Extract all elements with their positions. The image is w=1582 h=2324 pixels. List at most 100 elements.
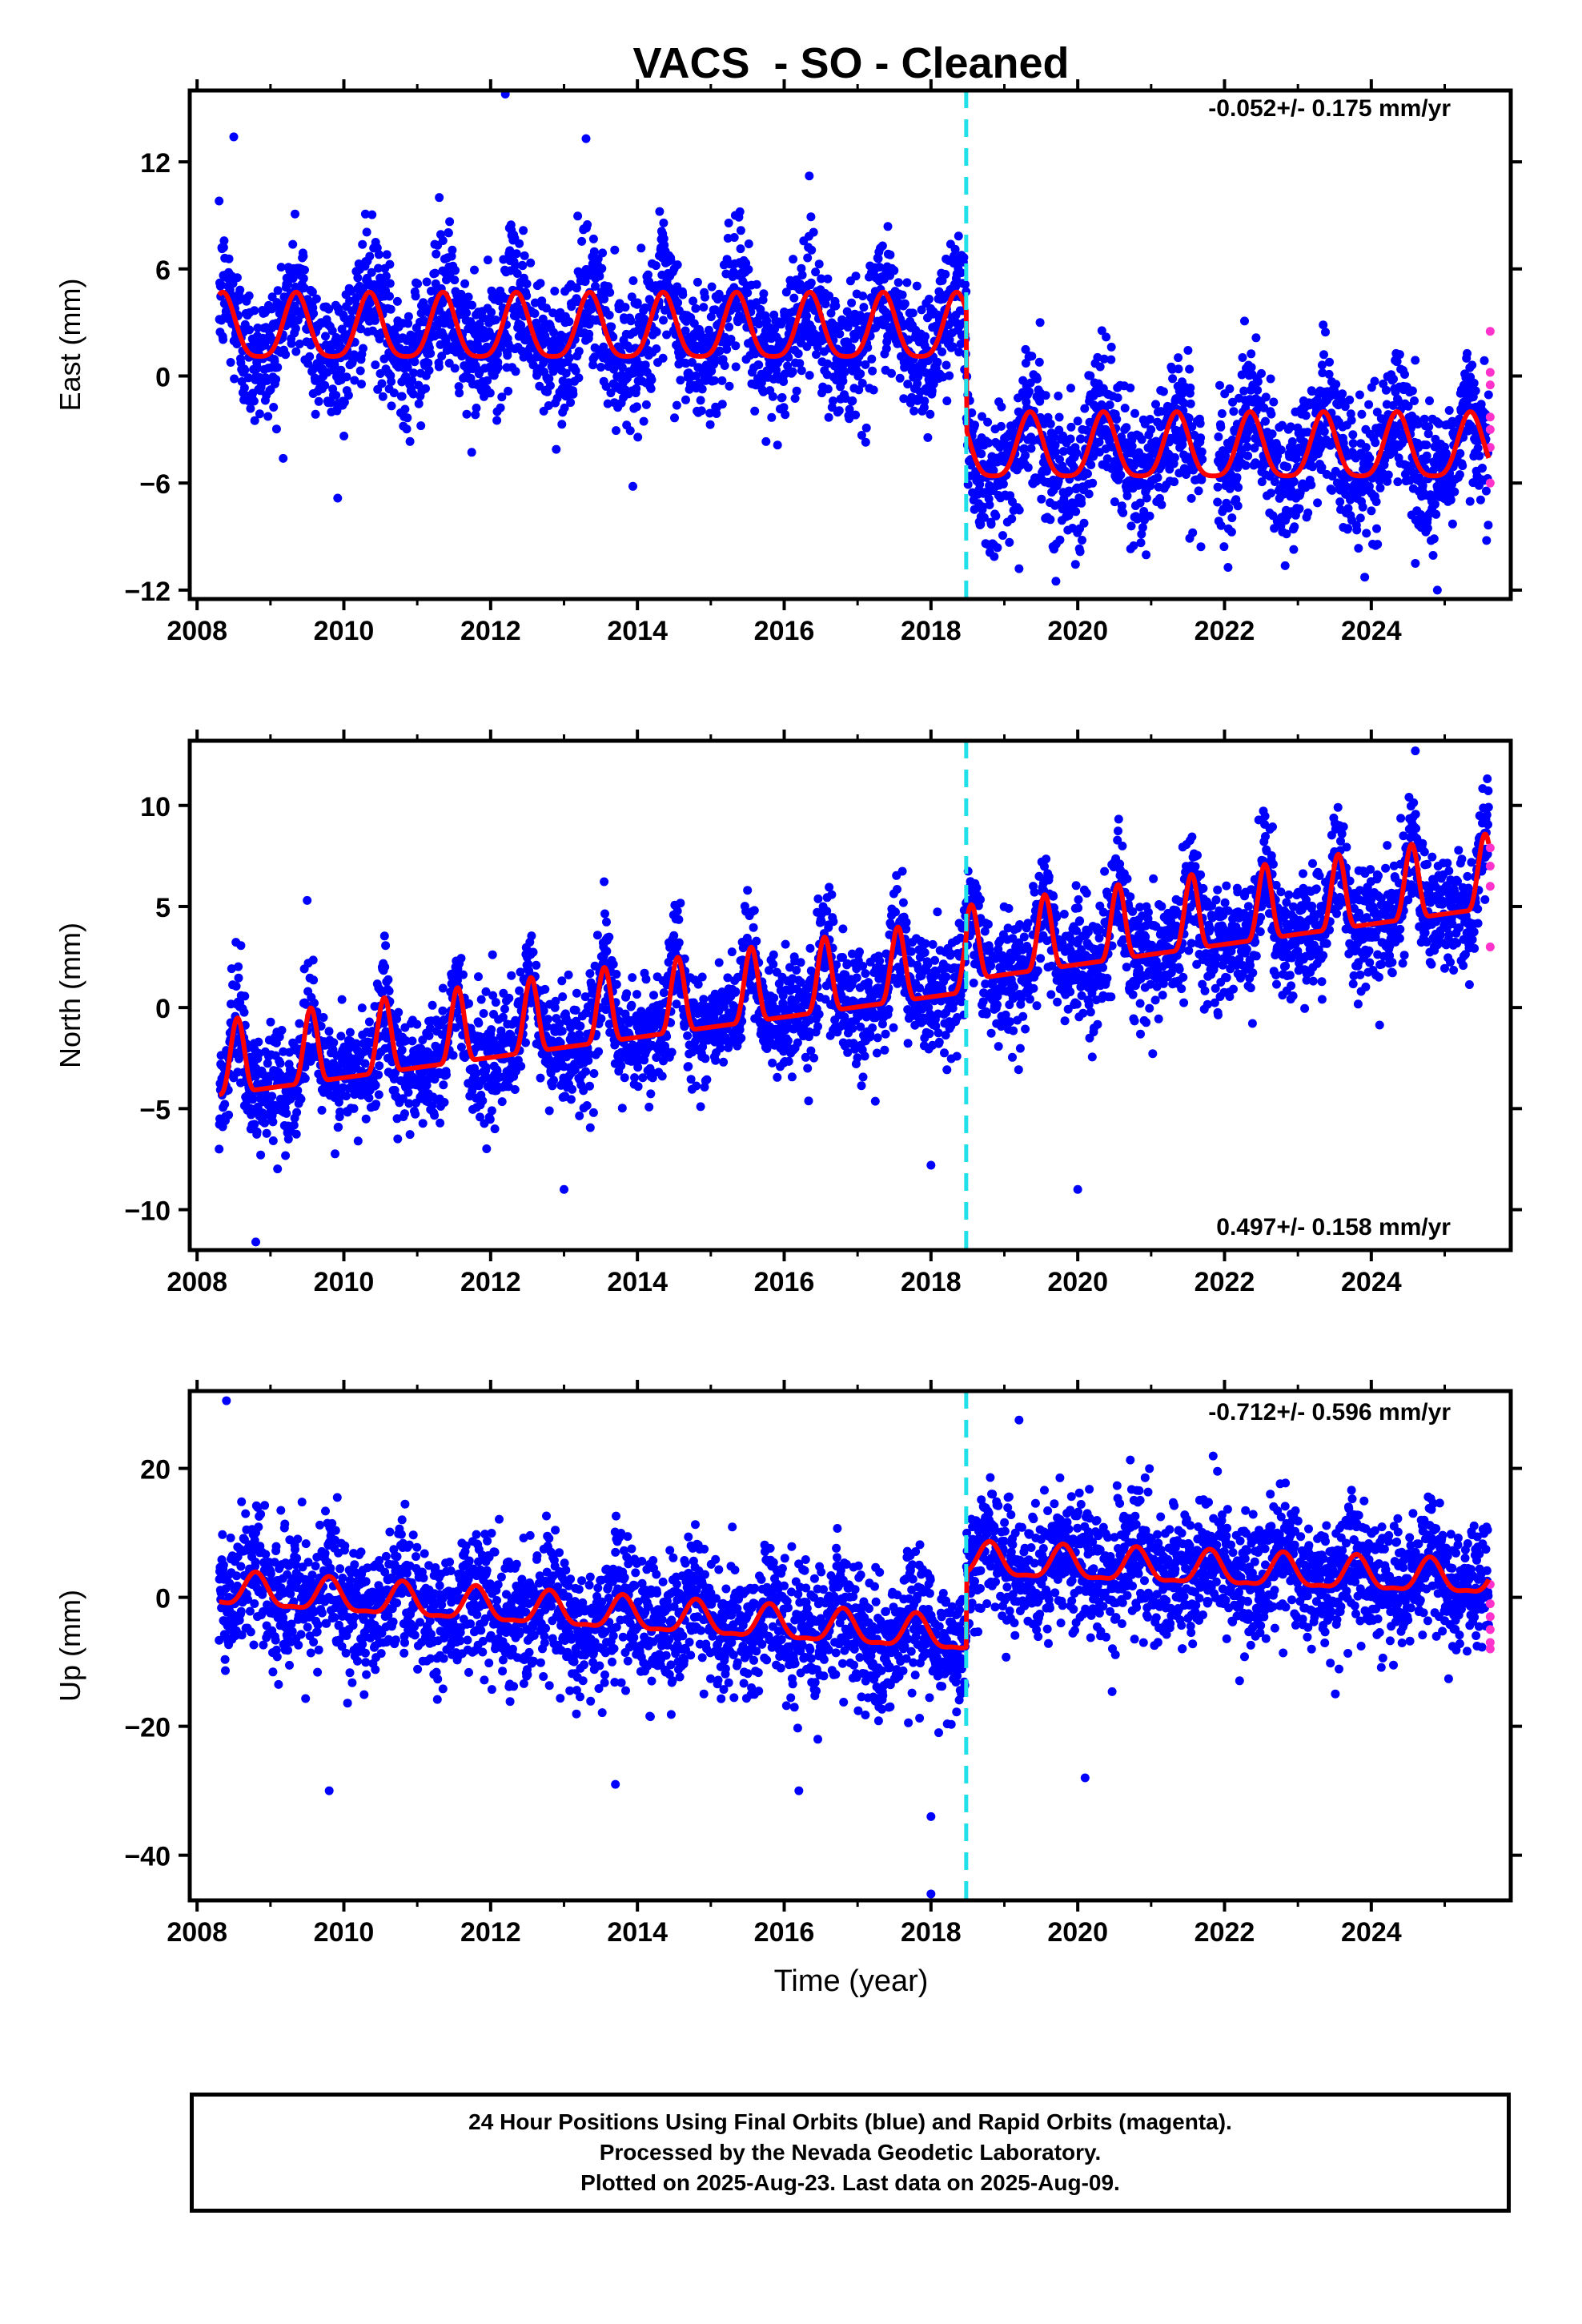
east-data-point-1749 — [792, 386, 801, 396]
east-data-point-3439 — [1365, 453, 1375, 463]
east-data-point-1673 — [767, 412, 777, 422]
east-data-point-14 — [219, 243, 228, 252]
east-data-point-6 — [216, 280, 226, 290]
east-data-point-472 — [370, 316, 379, 325]
north-data-point-372 — [337, 995, 347, 1004]
east-data-point-2809 — [1142, 493, 1151, 503]
east-data-point-861 — [499, 255, 508, 264]
east-data-point-1344 — [658, 353, 668, 363]
east-data-point-3070 — [1243, 451, 1253, 460]
east-data-point-1808 — [812, 350, 821, 360]
east-data-point-727 — [455, 388, 464, 398]
east-data-point-814 — [483, 255, 492, 265]
north-data-point-733 — [456, 954, 466, 963]
north-data-point-798 — [478, 1096, 488, 1105]
east-data-point-824 — [487, 308, 496, 317]
east-rapid-point-3 — [1485, 412, 1495, 422]
east-data-point-2887 — [1168, 374, 1178, 384]
east-data-point-3411 — [1355, 513, 1365, 523]
east-data-point-1177 — [603, 399, 612, 408]
north-data-point-29 — [224, 1110, 234, 1120]
east-data-point-1345 — [659, 316, 668, 325]
east-data-point-744 — [460, 279, 470, 288]
north-data-point-361 — [334, 1122, 343, 1132]
east-data-point-755 — [464, 292, 473, 302]
east-data-point-1115 — [583, 220, 592, 229]
north-data-point-652 — [430, 1111, 440, 1120]
north-data-point-17 — [220, 1100, 230, 1109]
east-data-point-584 — [408, 376, 417, 385]
east-data-point-386 — [342, 372, 351, 382]
east-data-point-1918 — [848, 396, 857, 405]
east-data-point-188 — [276, 263, 286, 272]
east-data-point-256 — [299, 274, 308, 283]
east-data-point-1565 — [731, 362, 741, 372]
east-data-point-1013 — [549, 328, 558, 337]
east-data-point-1889 — [838, 376, 848, 386]
east-data-point-208 — [283, 279, 292, 289]
east-data-point-332 — [324, 304, 334, 314]
east-data-point-2971 — [1195, 419, 1205, 428]
east-data-point-1487 — [705, 420, 715, 429]
east-rapid-point-2 — [1485, 380, 1495, 390]
east-data-point-378 — [339, 432, 349, 440]
east-data-point-2607 — [1075, 547, 1085, 557]
east-data-point-3037 — [1232, 472, 1242, 482]
north-data-point-973 — [536, 1073, 545, 1083]
east-data-point-636 — [424, 366, 434, 375]
east-data-point-3349 — [1335, 497, 1345, 507]
east-data-point-2773 — [1130, 408, 1139, 418]
east-data-point-2369 — [997, 402, 1006, 412]
north-data-point-316 — [319, 1013, 328, 1022]
north-data-point-1094 — [576, 1021, 585, 1031]
north-data-point-485 — [375, 1061, 384, 1071]
east-data-point-3010 — [1223, 563, 1233, 572]
east-data-point-750 — [462, 409, 472, 419]
north-data-point-501 — [379, 931, 389, 941]
north-data-point-115 — [252, 1127, 262, 1136]
east-data-point-259 — [300, 265, 309, 275]
east-data-point-2477 — [1032, 374, 1042, 384]
north-data-point-734 — [456, 1043, 466, 1051]
east-data-point-981 — [538, 314, 548, 324]
east-data-point-339 — [327, 398, 335, 408]
east-data-point-3305 — [1321, 328, 1330, 337]
east-data-point-3325 — [1327, 485, 1337, 495]
east-ytick-label-1: 6 — [155, 255, 171, 286]
east-data-point-1294 — [641, 400, 651, 409]
north-data-point-515 — [384, 987, 394, 995]
east-data-point-197 — [279, 292, 289, 302]
east-data-point-2892 — [1170, 477, 1179, 487]
east-data-point-2044 — [889, 266, 899, 275]
east-data-point-714 — [450, 364, 460, 373]
east-data-point-1161 — [598, 248, 608, 258]
east-data-point-1245 — [625, 426, 635, 436]
east-data-point-2579 — [1066, 384, 1075, 393]
east-data-point-1741 — [789, 293, 799, 303]
east-data-point-3798 — [1484, 521, 1493, 530]
east-data-point-3400 — [1352, 525, 1362, 535]
east-data-point-3634 — [1429, 534, 1439, 544]
east-outlier-point-4 — [1432, 585, 1442, 595]
east-data-point-3356 — [1338, 389, 1347, 399]
east-data-point-1544 — [725, 322, 734, 332]
east-data-point-255 — [299, 251, 308, 261]
east-data-point-1139 — [591, 282, 600, 291]
east-data-point-3209 — [1289, 545, 1299, 554]
east-data-point-1263 — [632, 384, 641, 393]
east-data-point-2836 — [1151, 400, 1160, 409]
east-data-point-1291 — [640, 360, 650, 370]
east-xtick-label-4: 2016 — [754, 616, 815, 646]
east-data-point-1846 — [824, 412, 833, 422]
east-data-point-3060 — [1240, 316, 1249, 326]
east-data-point-3183 — [1280, 561, 1290, 570]
east-data-point-295 — [311, 294, 321, 304]
east-data-point-1960 — [861, 423, 871, 432]
east-data-point-3022 — [1227, 513, 1237, 523]
east-data-point-563 — [400, 404, 410, 414]
east-data-point-3139 — [1266, 374, 1275, 384]
east-data-point-3524 — [1393, 477, 1403, 487]
north-data-point-865 — [500, 1004, 509, 1014]
east-data-point-2759 — [1126, 383, 1135, 392]
east-data-point-108 — [250, 416, 259, 425]
